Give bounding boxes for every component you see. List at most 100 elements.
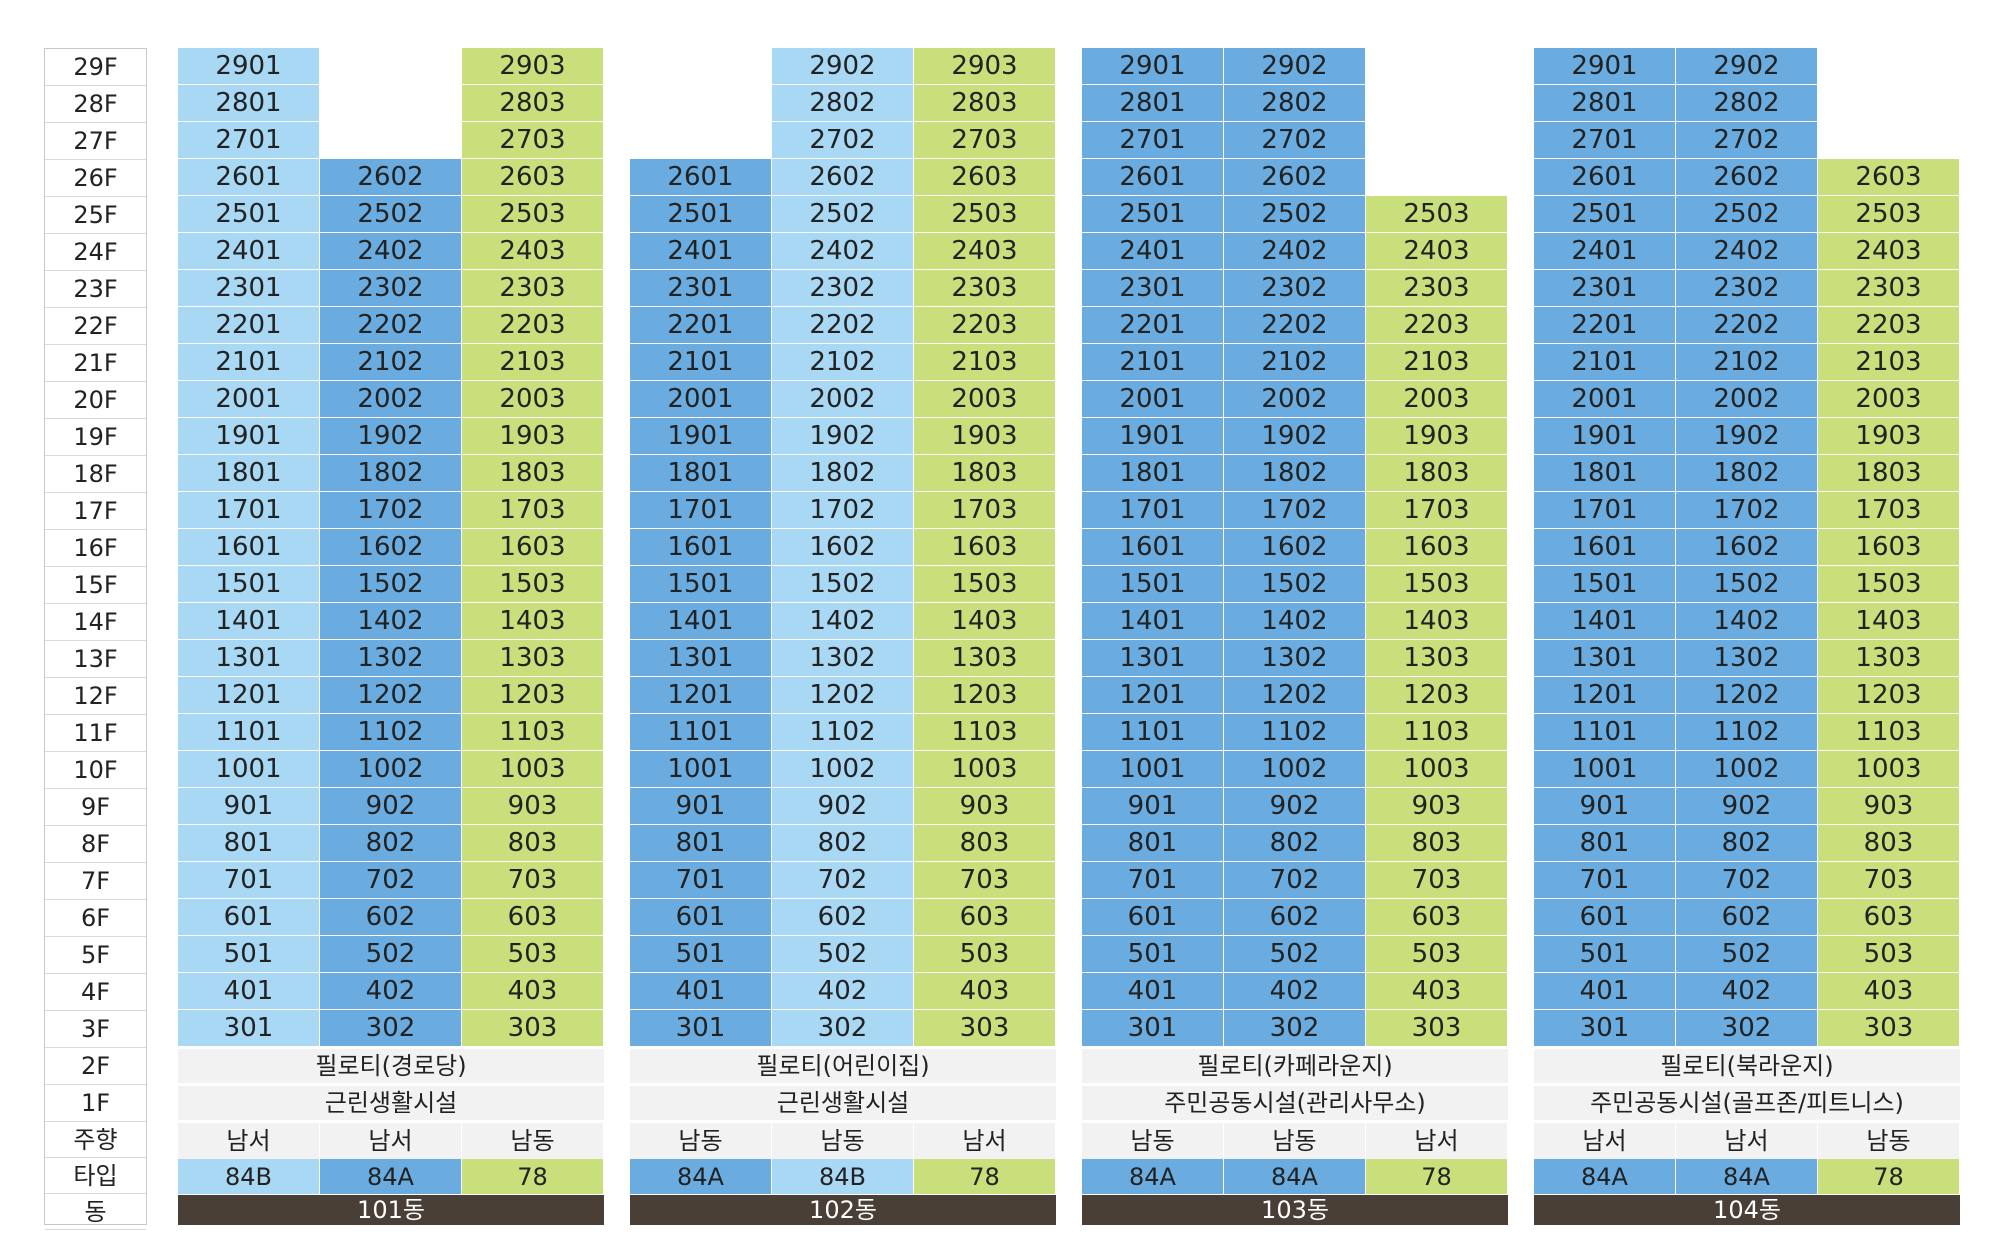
unit-cell: 1601	[630, 529, 772, 566]
unit-cell: 802	[320, 825, 462, 862]
unit-cell: 2201	[630, 307, 772, 344]
unit-cell: 2303	[914, 270, 1056, 307]
unit-cell: 1403	[462, 603, 604, 640]
unit-cell: 601	[1082, 899, 1224, 936]
unit-cell: 803	[1818, 825, 1960, 862]
unit-cell: 2002	[1676, 381, 1818, 418]
unit-cell: 303	[1818, 1010, 1960, 1047]
unit-cell: 2202	[772, 307, 914, 344]
unit-cell: 1901	[1082, 418, 1224, 455]
unit-cell: 1202	[772, 677, 914, 714]
unit-cell: 2703	[914, 122, 1056, 159]
unit-cell: 2302	[1224, 270, 1366, 307]
unit-cell: 1403	[1366, 603, 1508, 640]
floor-label: 8F	[45, 826, 146, 863]
unit-cell: 2202	[1224, 307, 1366, 344]
floor-label: 28F	[45, 86, 146, 123]
unit-cell: 402	[320, 973, 462, 1010]
unit-cell: 801	[630, 825, 772, 862]
unit-cell: 701	[630, 862, 772, 899]
unit-cell: 1502	[320, 566, 462, 603]
unit-cell: 1601	[1534, 529, 1676, 566]
unit-cell: 1802	[320, 455, 462, 492]
unit-cell: 803	[1366, 825, 1508, 862]
unit-cell: 1703	[1366, 492, 1508, 529]
floor-label: 12F	[45, 678, 146, 715]
unit-cell: 2203	[1366, 307, 1508, 344]
unit-cell: 2602	[772, 159, 914, 196]
floor-label: 17F	[45, 493, 146, 530]
unit-cell: 1303	[1818, 640, 1960, 677]
floor-label: 27F	[45, 123, 146, 160]
unit-cell: 1002	[772, 751, 914, 788]
unit-cell: 301	[178, 1010, 320, 1047]
floor-label: 22F	[45, 308, 146, 345]
unit-cell: 401	[630, 973, 772, 1010]
unit-cell: 2503	[914, 196, 1056, 233]
unit-cell: 1902	[772, 418, 914, 455]
unit-cell: 903	[1366, 788, 1508, 825]
direction-label: 남동	[630, 1123, 772, 1159]
unit-cell: 1603	[1366, 529, 1508, 566]
unit-cell: 2702	[1676, 122, 1818, 159]
unit-cell: 1401	[630, 603, 772, 640]
unit-cell: 2003	[1818, 381, 1960, 418]
floor-label: 29F	[45, 49, 146, 86]
unit-cell: 2502	[1676, 196, 1818, 233]
unit-cell: 2102	[1676, 344, 1818, 381]
building-name: 102동	[630, 1195, 1056, 1225]
unit-cell: 2801	[1082, 85, 1224, 122]
unit-cell: 1602	[320, 529, 462, 566]
floor-label: 13F	[45, 641, 146, 678]
unit-cell: 2803	[914, 85, 1056, 122]
unit-cell: 302	[1224, 1010, 1366, 1047]
unit-cell: 1201	[630, 677, 772, 714]
unit-cell: 601	[178, 899, 320, 936]
unit-cell: 1002	[1676, 751, 1818, 788]
type-label: 84A	[320, 1159, 462, 1195]
unit-cell: 503	[914, 936, 1056, 973]
unit-cell: 603	[1366, 899, 1508, 936]
first-floor-label: 근린생활시설	[178, 1086, 604, 1121]
unit-cell: 1203	[1818, 677, 1960, 714]
unit-cell: 1001	[1534, 751, 1676, 788]
unit-cell: 1403	[1818, 603, 1960, 640]
pilotis-label: 필로티(북라운지)	[1534, 1049, 1960, 1084]
unit-cell: 602	[1224, 899, 1366, 936]
unit-cell: 1702	[1224, 492, 1366, 529]
unit-cell: 2103	[914, 344, 1056, 381]
unit-cell: 2201	[1534, 307, 1676, 344]
floor-label: 7F	[45, 863, 146, 900]
unit-cell: 1603	[462, 529, 604, 566]
unit-cell: 2901	[1082, 48, 1224, 85]
floor-label: 2F	[45, 1048, 146, 1085]
unit-cell: 1701	[178, 492, 320, 529]
floor-label: 5F	[45, 937, 146, 974]
unit-cell: 1903	[462, 418, 604, 455]
type-label: 78	[1818, 1159, 1960, 1195]
unit-cell: 401	[1082, 973, 1224, 1010]
unit-cell: 1902	[320, 418, 462, 455]
unit-cell: 2003	[462, 381, 604, 418]
unit-cell: 1603	[1818, 529, 1960, 566]
floor-label: 10F	[45, 752, 146, 789]
unit-cell: 2501	[1082, 196, 1224, 233]
type-label: 84B	[772, 1159, 914, 1195]
unit-cell: 1701	[1534, 492, 1676, 529]
unit-cell: 1501	[178, 566, 320, 603]
unit-cell: 2401	[178, 233, 320, 270]
unit-cell: 302	[320, 1010, 462, 1047]
floor-label: 1F	[45, 1085, 146, 1122]
unit-cell: 2801	[178, 85, 320, 122]
unit-cell: 801	[1534, 825, 1676, 862]
unit-cell: 603	[914, 899, 1056, 936]
unit-cell: 502	[320, 936, 462, 973]
unit-cell: 602	[1676, 899, 1818, 936]
unit-cell: 2601	[1534, 159, 1676, 196]
unit-cell: 2701	[178, 122, 320, 159]
unit-cell: 703	[1818, 862, 1960, 899]
unit-cell: 901	[178, 788, 320, 825]
unit-cell: 1801	[630, 455, 772, 492]
unit-cell: 2701	[1082, 122, 1224, 159]
unit-cell: 1102	[1676, 714, 1818, 751]
